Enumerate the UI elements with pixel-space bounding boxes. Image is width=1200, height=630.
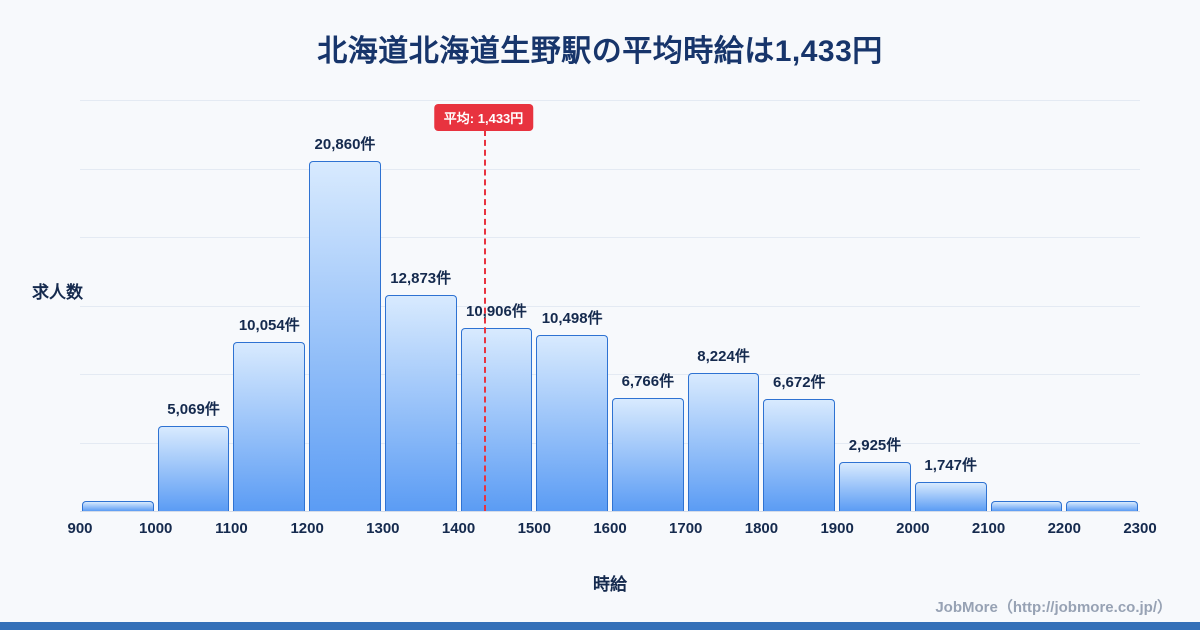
- gridline: [80, 100, 1140, 101]
- histogram-bar: [612, 397, 684, 511]
- histogram-bar: [460, 328, 533, 511]
- gridline: [80, 305, 1140, 307]
- x-tick-label: 2200: [1047, 520, 1081, 537]
- histogram-bar: [839, 461, 911, 511]
- plot-area: 5,069件 10,054件 20,860件 12,873件 10,906件 10,498…: [67, 100, 1157, 537]
- gridline: [80, 442, 1140, 444]
- x-tick-label: 1800: [744, 520, 779, 537]
- x-tick-label: 1300: [366, 520, 400, 537]
- bar-value-label: 1,747件: [924, 456, 977, 474]
- average-badge: 平均: 1,433円: [433, 104, 534, 131]
- histogram-bar: [536, 334, 608, 511]
- histogram-bar: [687, 373, 760, 511]
- histogram-bar: [990, 500, 1063, 511]
- y-axis-label: 求人数: [32, 283, 83, 302]
- bar-value-label: 6,672件: [773, 374, 826, 392]
- bar-value-label: 10,906件: [465, 303, 527, 321]
- x-tick-label: 1000: [139, 520, 173, 537]
- histogram-bar: [914, 481, 987, 511]
- histogram-bar: [233, 342, 306, 511]
- x-tick-label: 1100: [215, 520, 248, 537]
- x-tick-label: 1400: [441, 520, 476, 537]
- bar-value-label: 2,925件: [848, 436, 902, 454]
- bar-value-label: 10,054件: [238, 317, 300, 335]
- bar-value-label: 20,860件: [314, 136, 376, 154]
- x-axis-label: 時給: [593, 575, 627, 594]
- x-tick-label: 2300: [1123, 520, 1157, 537]
- histogram-bar: [763, 399, 836, 511]
- bar-value-label: 5,069件: [167, 400, 220, 418]
- histogram-bar: [309, 161, 381, 511]
- x-tick-label: 1200: [290, 520, 324, 537]
- x-tick-label: 2000: [896, 520, 930, 537]
- average-line: [483, 130, 486, 511]
- gridline: [80, 168, 1140, 170]
- histogram-bar: [384, 295, 457, 511]
- gridline: [80, 374, 1140, 375]
- gridline: [80, 237, 1140, 238]
- x-tick-label: 1900: [820, 520, 854, 537]
- bar-value-label: 10,498件: [541, 309, 603, 327]
- x-tick-label: 2100: [971, 520, 1006, 537]
- x-tick-label: 1500: [517, 520, 551, 537]
- bar-value-label: 8,224件: [697, 348, 750, 366]
- chart-title: 北海道北海道生野駅の平均時給は1,433円: [317, 35, 883, 68]
- bar-value-label: 12,873件: [390, 270, 452, 288]
- footer-credit: JobMore（http://jobmore.co.jp/）: [935, 599, 1172, 616]
- histogram-bar: [157, 425, 230, 511]
- bar-value-label: 6,766件: [621, 372, 675, 390]
- x-tick-label: 1600: [593, 520, 627, 537]
- x-tick-label: 900: [67, 520, 93, 537]
- bottom-accent-bar: [0, 622, 1200, 630]
- histogram-bar: [82, 500, 154, 511]
- x-tick-label: 1700: [669, 520, 703, 537]
- histogram-bar: [1066, 500, 1138, 511]
